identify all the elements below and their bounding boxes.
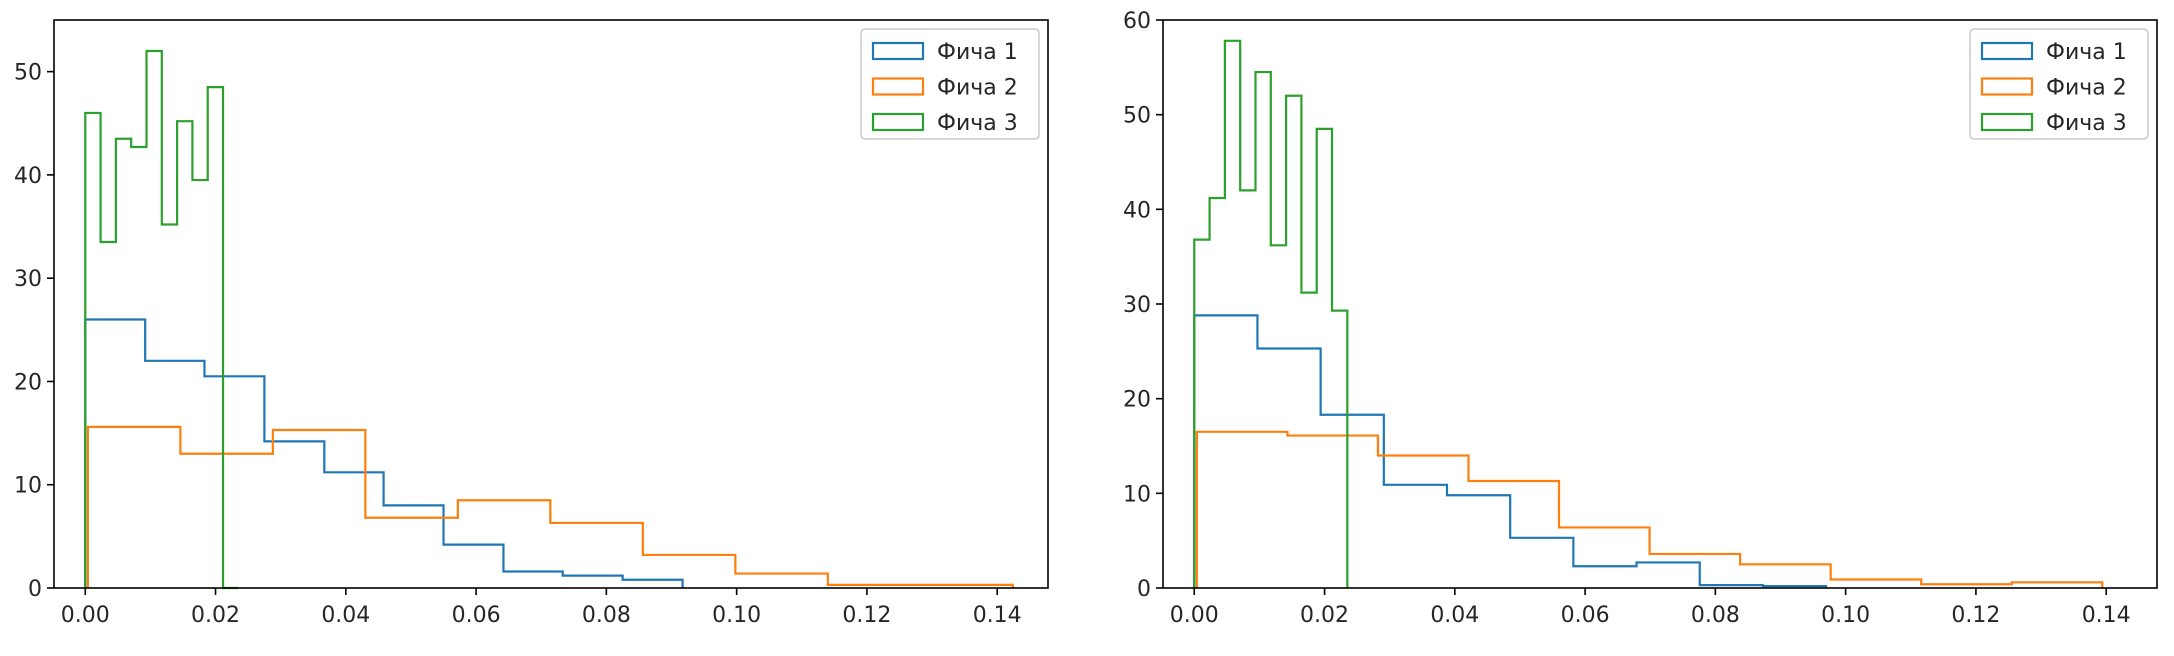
histogram-panel-right: 0.00 0.02 0.04 0.06 0.08 0.10 0.12 0.14 0 10 20 30 4… xyxy=(1123,9,2158,628)
y-tick-label: 20 xyxy=(1123,388,1151,413)
histogram-panel-left: 0.00 0.02 0.04 0.06 0.08 0.10 0.12 0.14 0 10 20 30 4… xyxy=(14,19,1049,628)
legend-swatch-series-1 xyxy=(1980,41,2034,61)
legend-label-series-1: Фича 1 xyxy=(2046,40,2127,65)
legend: Фича 1 Фича 2 Фича 3 xyxy=(1969,28,2149,140)
series-1-step-outline xyxy=(84,318,684,588)
legend-swatch-series-2 xyxy=(1980,77,2034,96)
x-tick-label: 0.08 xyxy=(1691,603,1740,628)
y-tick-label: 0 xyxy=(1137,577,1151,602)
x-tick-label: 0.14 xyxy=(2082,603,2131,628)
legend-label-series-2: Фича 2 xyxy=(937,76,1018,101)
x-tick-label: 0.10 xyxy=(712,603,761,628)
x-tick-label: 0.06 xyxy=(452,603,501,628)
x-tick-label: 0.00 xyxy=(1170,603,1219,628)
legend-label-series-3: Фича 3 xyxy=(2046,111,2127,136)
x-tick-label: 0.02 xyxy=(191,603,240,628)
x-tick-label: 0.00 xyxy=(61,603,110,628)
axes-frame xyxy=(53,19,1049,589)
x-tick-label: 0.12 xyxy=(1951,603,2000,628)
x-tick-label: 0.12 xyxy=(842,603,891,628)
x-tick-label: 0.04 xyxy=(321,603,370,628)
y-tick-label: 30 xyxy=(1123,293,1151,318)
x-tick-label: 0.08 xyxy=(582,603,631,628)
legend-frame xyxy=(860,28,1040,140)
legend-swatch-series-2 xyxy=(871,77,925,96)
legend-swatch-series-3 xyxy=(1980,112,2034,132)
x-tick-label: 0.02 xyxy=(1300,603,1349,628)
series-2-step-outline xyxy=(1195,430,2104,588)
legend-swatch-series-1 xyxy=(871,41,925,61)
legend-frame xyxy=(1969,28,2149,140)
legend: Фича 1 Фича 2 Фича 3 xyxy=(860,28,1040,140)
legend-label-series-1: Фича 1 xyxy=(937,40,1018,65)
y-tick-label: 30 xyxy=(14,267,42,292)
series-1-step-outline xyxy=(1193,314,1828,588)
y-tick-label: 0 xyxy=(28,577,42,602)
series-3-step-outline xyxy=(1193,39,1349,588)
y-tick-label: 50 xyxy=(14,61,42,86)
series-3-step-outline xyxy=(84,49,239,590)
x-tick-label: 0.14 xyxy=(973,603,1022,628)
legend-swatch-series-3 xyxy=(871,112,925,132)
series-2-step-outline xyxy=(86,425,1014,588)
x-tick-label: 0.10 xyxy=(1821,603,1870,628)
y-tick-label: 20 xyxy=(14,370,42,395)
x-tick-label: 0.04 xyxy=(1430,603,1479,628)
legend-label-series-2: Фича 2 xyxy=(2046,76,2127,101)
legend-label-series-3: Фича 3 xyxy=(937,111,1018,136)
y-tick-label: 10 xyxy=(14,474,42,499)
y-tick-label: 50 xyxy=(1123,104,1151,129)
y-tick-label: 40 xyxy=(14,164,42,189)
y-tick-label: 60 xyxy=(1123,9,1151,34)
y-tick-label: 10 xyxy=(1123,482,1151,507)
y-tick-label: 40 xyxy=(1123,198,1151,223)
x-tick-label: 0.06 xyxy=(1561,603,1610,628)
